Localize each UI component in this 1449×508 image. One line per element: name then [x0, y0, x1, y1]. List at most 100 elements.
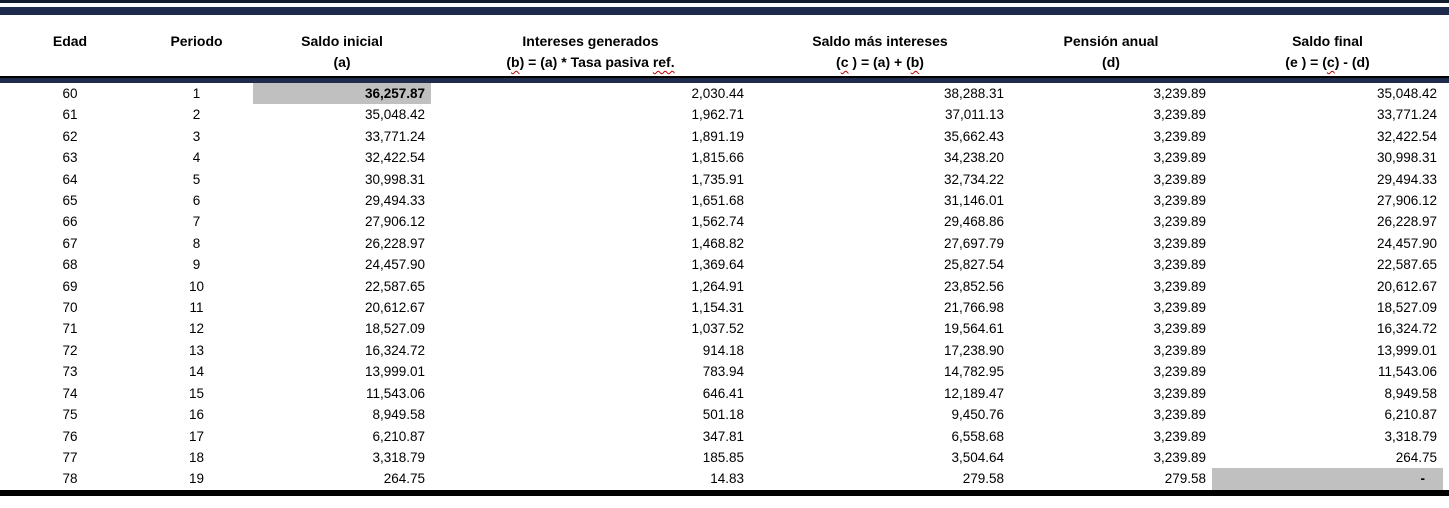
cell-edad: 74 [62, 385, 78, 401]
cell-periodo: 2 [192, 107, 201, 123]
cell-saldo-final: 6,210.87 [1384, 407, 1437, 423]
cell-saldo-inicial: 22,587.65 [364, 278, 425, 294]
cell-intereses-generados: 1,815.66 [691, 150, 744, 166]
cell-pension-anual: 3,239.89 [1153, 257, 1206, 273]
col-header-formula: (c ) = (a) + (b) [750, 52, 1010, 72]
cell-saldo-final: 33,771.24 [1376, 107, 1437, 123]
row-spacer [1443, 404, 1449, 425]
pension-table-header: Edad Periodo Saldo inicial (a) Intereses… [0, 15, 1449, 76]
cell-edad: 67 [62, 235, 78, 251]
table-row: 72 13 16,324.72 914.18 17,238.90 3,239.89 13,9… [0, 340, 1449, 361]
bottom-border-line [0, 489, 1449, 496]
header-accent-band [0, 78, 1449, 83]
col-header-intereses-generados: Intereses generados (b) = (a) * Tasa pas… [431, 15, 750, 76]
cell-saldo-mas-intereses: 34,238.20 [943, 150, 1004, 166]
cell-saldo-final: 16,324.72 [1376, 321, 1437, 337]
cell-edad: 69 [62, 278, 78, 294]
row-spacer [1443, 297, 1449, 318]
row-spacer [1443, 318, 1449, 339]
cell-saldo-final: 22,587.65 [1376, 257, 1437, 273]
row-spacer [1443, 190, 1449, 211]
cell-saldo-final: 26,228.97 [1376, 214, 1437, 230]
cell-edad: 68 [62, 257, 78, 273]
table-row: 65 6 29,494.33 1,651.68 31,146.01 3,239.89 27,… [0, 190, 1449, 211]
row-spacer [1443, 447, 1449, 468]
col-header-formula [140, 52, 253, 72]
cell-saldo-mas-intereses: 38,288.31 [943, 86, 1004, 101]
cell-saldo-mas-intereses: 31,146.01 [943, 193, 1004, 209]
row-spacer [1443, 276, 1449, 297]
cell-pension-anual: 3,239.89 [1153, 150, 1206, 166]
table-row: 75 16 8,949.58 501.18 9,450.76 3,239.89 6,210.… [0, 404, 1449, 425]
cell-periodo: 13 [188, 342, 205, 358]
pension-table-body: 60 1 36,257.87 2,030.44 38,288.31 3,239.89 35,… [0, 83, 1449, 490]
table-body: 60 1 36,257.87 2,030.44 38,288.31 3,239.89 35,… [0, 83, 1449, 490]
cell-intereses-generados: 347.81 [702, 428, 744, 444]
cell-periodo: 9 [192, 257, 201, 273]
cell-saldo-mas-intereses: 9,450.76 [951, 407, 1004, 423]
col-header-formula: (b) = (a) * Tasa pasiva ref. [431, 52, 750, 72]
cell-intereses-generados: 14.83 [710, 471, 744, 487]
cell-periodo: 17 [188, 428, 205, 444]
cell-periodo: 12 [188, 321, 205, 337]
cell-pension-anual: 3,239.89 [1153, 428, 1206, 444]
cell-pension-anual: 3,239.89 [1153, 385, 1206, 401]
cell-intereses-generados: 783.94 [702, 364, 744, 380]
col-header-saldo-inicial: Saldo inicial (a) [253, 15, 431, 76]
formula-text: ) = (a) * Tasa pasiva [519, 54, 653, 70]
row-spacer [1443, 340, 1449, 361]
cell-periodo: 4 [192, 150, 201, 166]
cell-saldo-final: 20,612.67 [1376, 278, 1437, 294]
formula-text: ( [836, 54, 841, 70]
cell-edad: 75 [62, 407, 78, 423]
cell-intereses-generados: 1,891.19 [691, 128, 744, 144]
cell-edad: 73 [62, 364, 78, 380]
cell-periodo: 3 [192, 128, 201, 144]
formula-text: ) [919, 54, 924, 70]
cell-periodo: 11 [189, 300, 204, 316]
cell-pension-anual: 3,239.89 [1153, 86, 1206, 101]
cell-saldo-mas-intereses: 19,564.61 [943, 321, 1004, 337]
col-header-edad: Edad [0, 15, 140, 76]
table-row: 68 9 24,457.90 1,369.64 25,827.54 3,239.89 22,… [0, 254, 1449, 275]
cell-intereses-generados: 501.18 [702, 407, 744, 423]
cell-pension-anual: 3,239.89 [1153, 128, 1206, 144]
cell-periodo: 19 [188, 471, 205, 487]
table-row: 62 3 33,771.24 1,891.19 35,662.43 3,239.89 32,… [0, 126, 1449, 147]
cell-saldo-mas-intereses: 17,238.90 [943, 342, 1004, 358]
cell-saldo-inicial: 11,543.06 [365, 385, 425, 401]
cell-saldo-mas-intereses: 29,468.86 [943, 214, 1004, 230]
cell-saldo-final: 13,999.01 [1376, 342, 1437, 358]
spellcheck-squiggle-text: b [910, 54, 920, 70]
col-header-title: Saldo más intereses [812, 33, 948, 49]
row-spacer [1443, 468, 1449, 489]
cell-saldo-inicial: 8,949.58 [372, 407, 425, 423]
cell-intereses-generados: 1,735.91 [691, 171, 744, 187]
cell-saldo-mas-intereses: 32,734.22 [943, 171, 1004, 187]
cell-periodo: 16 [188, 407, 205, 423]
cell-saldo-inicial: 18,527.09 [364, 321, 425, 337]
cell-saldo-inicial: 26,228.97 [364, 235, 425, 251]
row-spacer [1443, 426, 1449, 447]
table-row: 66 7 27,906.12 1,562.74 29,468.86 3,239.89 26,… [0, 211, 1449, 232]
table-row: 70 11 20,612.67 1,154.31 21,766.98 3,239.89 18… [0, 297, 1449, 318]
cell-pension-anual: 3,239.89 [1153, 171, 1206, 187]
col-header-formula: (d) [1102, 54, 1120, 70]
cell-saldo-mas-intereses: 14,782.95 [943, 364, 1004, 380]
col-header-title: Pensión anual [1063, 33, 1159, 49]
top-border-line [0, 0, 1449, 3]
cell-periodo: 10 [188, 278, 205, 294]
cell-saldo-mas-intereses: 23,852.56 [943, 278, 1004, 294]
top-border-gap [0, 3, 1449, 7]
cell-saldo-inicial: 264.75 [383, 471, 425, 487]
cell-saldo-mas-intereses: 6,558.68 [951, 428, 1004, 444]
cell-saldo-final: 264.75 [1395, 449, 1437, 465]
cell-saldo-mas-intereses: 279.58 [962, 471, 1004, 487]
row-spacer [1443, 169, 1449, 190]
cell-saldo-final: 24,457.90 [1376, 235, 1437, 251]
cell-edad: 62 [62, 128, 78, 144]
table-row: 64 5 30,998.31 1,735.91 32,734.22 3,239.89 29,… [0, 169, 1449, 190]
cell-pension-anual: 3,239.89 [1153, 407, 1206, 423]
spellcheck-squiggle-text: b [511, 54, 520, 70]
cell-intereses-generados: 1,651.68 [691, 193, 744, 209]
